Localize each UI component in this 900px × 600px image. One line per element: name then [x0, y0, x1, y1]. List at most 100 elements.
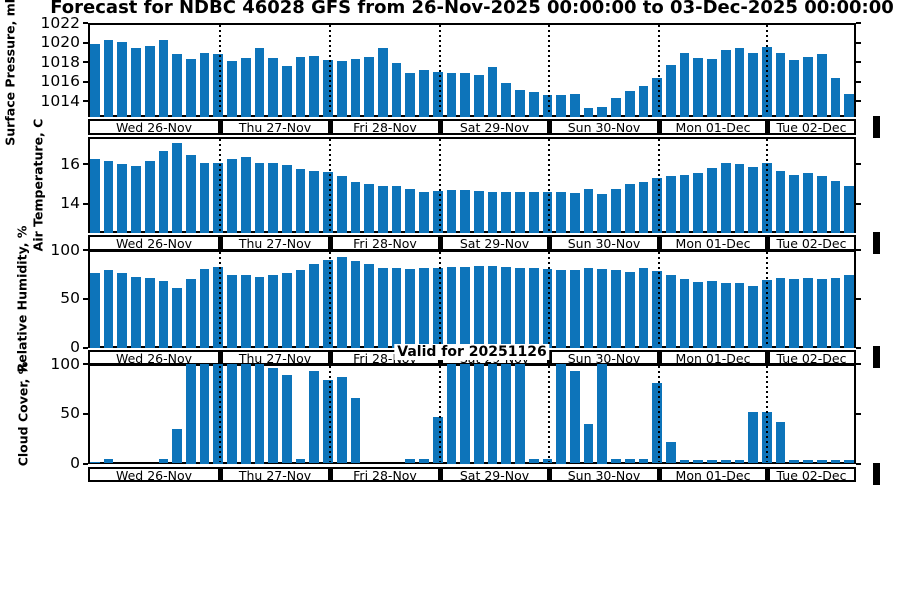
day-gridline: [439, 366, 441, 462]
y-tick: [83, 61, 88, 64]
bar: [816, 279, 827, 348]
y-tick: [83, 163, 88, 166]
bar: [432, 267, 443, 348]
bar: [734, 48, 745, 117]
y-tick-right: [856, 297, 861, 300]
bar: [364, 184, 375, 234]
bar: [638, 458, 649, 464]
day-separator: [217, 121, 223, 133]
bar: [720, 162, 731, 234]
bar: [624, 184, 635, 234]
bar: [391, 63, 402, 117]
day-label: Fri 28-Nov: [353, 236, 417, 252]
bar: [295, 270, 306, 348]
day-label: Tue 02-Dec: [776, 120, 847, 135]
bar: [720, 50, 731, 117]
day-label: Sun 30-Nov: [567, 120, 641, 135]
bar: [652, 382, 663, 464]
bar: [844, 93, 855, 117]
bar: [720, 283, 731, 348]
day-separator: [764, 468, 770, 480]
bar: [405, 268, 416, 348]
day-gridline: [548, 252, 550, 346]
bar: [172, 428, 183, 464]
y-tick: [83, 346, 88, 349]
day-gridline: [766, 252, 768, 346]
bar: [515, 267, 525, 348]
day-gridline: [219, 366, 221, 462]
bar: [775, 171, 786, 234]
bar: [213, 162, 224, 234]
day-label: Mon 01-Dec: [675, 467, 751, 483]
bar: [830, 278, 841, 348]
y-tick-label: 14: [60, 194, 80, 213]
bar: [185, 154, 196, 234]
bar: [501, 191, 512, 234]
bar: [611, 98, 621, 117]
bar: [816, 54, 827, 117]
y-tick-right: [856, 41, 861, 44]
bar: [652, 77, 663, 117]
bar: [432, 190, 443, 234]
bar: [542, 268, 553, 348]
bar: [199, 364, 210, 464]
bar: [103, 458, 114, 464]
day-gridline: [548, 138, 550, 232]
bar: [446, 266, 457, 348]
bar: [117, 41, 128, 117]
bar: [803, 173, 813, 234]
bar: [432, 416, 443, 464]
bar: [569, 370, 580, 464]
bar: [144, 45, 155, 117]
bar: [748, 411, 759, 464]
day-separator-outer: [873, 115, 880, 138]
bar: [131, 277, 141, 348]
bar: [350, 260, 361, 348]
bar: [281, 374, 292, 464]
day-gridline: [439, 25, 441, 115]
day-gridline: [219, 138, 221, 232]
bar: [281, 165, 292, 234]
bar: [789, 459, 800, 464]
bar: [528, 91, 539, 117]
y-axis-label: Relative Humidity, %: [14, 225, 29, 373]
bar: [377, 185, 388, 234]
day-gridline: [766, 138, 768, 232]
y-tick-right: [856, 61, 861, 64]
day-separator: [546, 237, 552, 249]
day-label: Sat 29-Nov: [459, 120, 530, 135]
bar: [515, 89, 525, 117]
bar: [185, 59, 196, 117]
bar: [158, 39, 169, 117]
bar: [775, 278, 786, 348]
bar: [501, 364, 512, 464]
bar: [158, 458, 169, 464]
day-separator: [656, 351, 662, 364]
day-separator-outer: [873, 346, 880, 369]
bar: [460, 266, 471, 348]
bar: [473, 190, 484, 234]
bar: [611, 188, 621, 234]
bar: [597, 193, 608, 234]
bar: [803, 57, 813, 117]
bar: [419, 267, 429, 348]
bar: [583, 267, 594, 348]
bar: [597, 364, 608, 464]
bar: [240, 156, 251, 234]
bar: [844, 459, 855, 464]
y-tick-label: 100: [50, 240, 80, 259]
bar: [336, 61, 347, 117]
bar: [295, 57, 306, 117]
y-tick-right: [856, 80, 861, 83]
bar: [89, 43, 100, 117]
day-separator: [437, 237, 443, 249]
bar: [734, 164, 745, 234]
bar: [665, 65, 676, 117]
day-gridline: [766, 25, 768, 115]
day-separator: [764, 237, 770, 249]
y-tick-right: [856, 412, 861, 415]
bar: [734, 459, 745, 464]
bar: [213, 364, 224, 464]
y-tick-label: 50: [60, 289, 80, 308]
bar: [254, 162, 265, 234]
